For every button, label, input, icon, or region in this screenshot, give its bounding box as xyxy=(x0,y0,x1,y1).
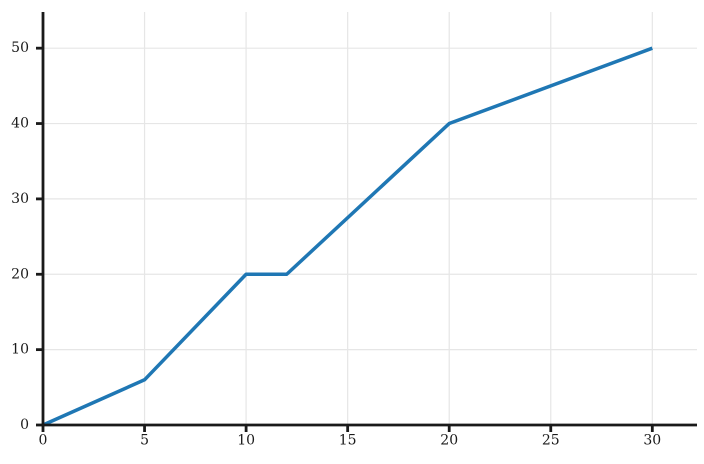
tick-label-layer: 0 5 10 15 20 25 30 0 10 20 30 40 50 xyxy=(11,40,661,448)
x-tick-label: 20 xyxy=(440,433,458,449)
y-tick-label: 50 xyxy=(11,40,29,56)
y-tick-label: 20 xyxy=(11,266,29,282)
axes-layer xyxy=(36,12,697,432)
data-line xyxy=(42,46,653,427)
x-tick-label: 25 xyxy=(542,433,560,449)
y-tick-label: 40 xyxy=(11,116,29,132)
y-tick-label: 0 xyxy=(20,417,29,433)
grid-layer xyxy=(43,12,697,425)
x-tick-label: 10 xyxy=(237,433,255,449)
x-tick-label: 0 xyxy=(39,433,48,449)
x-tick-label: 30 xyxy=(643,433,661,449)
x-tick-label: 15 xyxy=(339,433,357,449)
x-tick-label: 5 xyxy=(140,433,149,449)
y-tick-label: 10 xyxy=(11,342,29,358)
y-tick-label: 30 xyxy=(11,191,29,207)
series-layer xyxy=(42,46,653,427)
